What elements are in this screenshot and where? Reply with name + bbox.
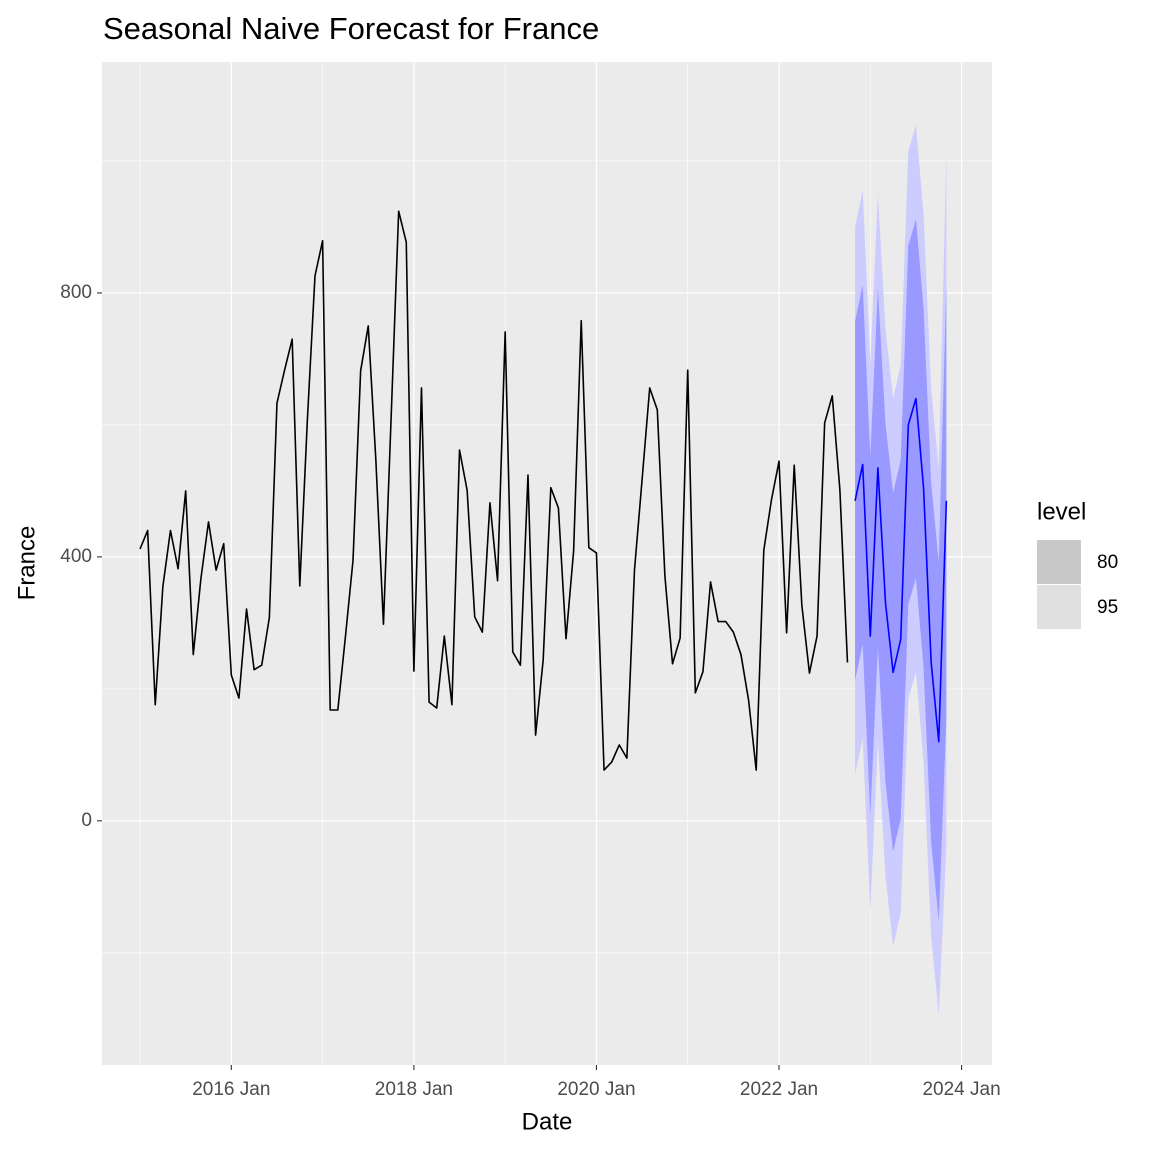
legend-title: level [1037,498,1086,525]
legend-label: 95 [1097,597,1118,618]
x-tick-label: 2024 Jan [922,1079,1000,1100]
x-tick-label: 2022 Jan [740,1079,818,1100]
y-tick-label: 0 [81,810,92,831]
legend-label: 80 [1097,552,1118,573]
x-tick-label: 2018 Jan [375,1079,453,1100]
legend-key [1037,540,1081,584]
series-line [139,210,849,771]
x-axis-title: Date [522,1108,573,1135]
legend-key [1037,585,1081,629]
series-line [854,397,948,743]
y-tick-label: 400 [60,546,92,567]
x-tick-label: 2020 Jan [557,1079,635,1100]
chart-title: Seasonal Naive Forecast for France [103,11,599,46]
y-tick-label: 800 [60,282,92,303]
interval-band [855,219,947,922]
y-axis-title: France [13,526,40,601]
x-tick-label: 2016 Jan [192,1079,270,1100]
